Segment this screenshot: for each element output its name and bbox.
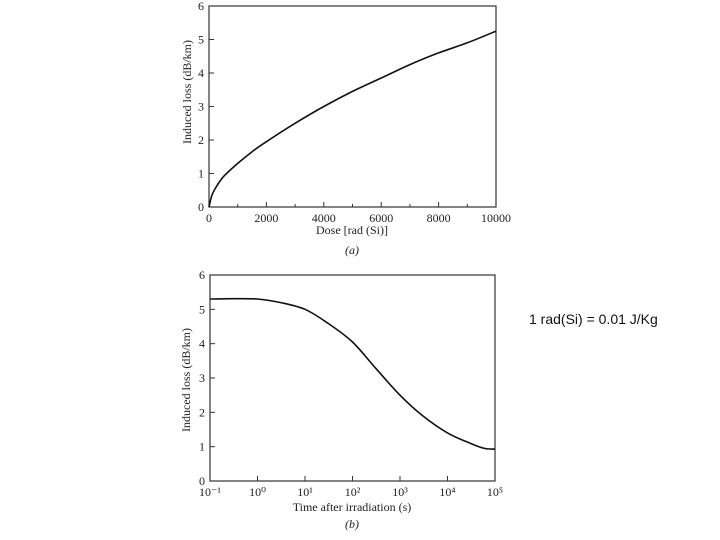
panel-a-x-tick-label: 10000 <box>481 211 511 225</box>
panel-b-frame <box>209 274 496 482</box>
panel-a-y-tick-label: 1 <box>198 167 204 181</box>
panel-b-x-axis-label: Time after irradiation (s) <box>293 500 412 514</box>
panel-b-x-tick-label: 10⁰ <box>249 485 266 499</box>
panel-a-x-tick-label: 4000 <box>312 211 336 225</box>
panel-b-y-tick-label: 0 <box>199 474 205 488</box>
panel-b-y-axis-label: Induced loss (dB/km) <box>179 328 193 432</box>
unit-conversion-note: 1 rad(Si) = 0.01 J/Kg <box>529 311 658 327</box>
panel-b-x-tick-label: 10⁴ <box>439 485 455 499</box>
panel-a-chart: 0 1 2 3 4 5 6 0 2000 4000 6000 8000 10000 Dose [rad… <box>180 0 511 257</box>
panel-a-y-tick-label: 5 <box>198 33 204 47</box>
panel-a-y-tick-label: 2 <box>198 133 204 147</box>
panel-b-x-tick-label: 10⁵ <box>487 485 503 499</box>
panel-a-y-tick-label: 0 <box>198 200 204 214</box>
panel-a-y-tick-label: 3 <box>198 100 204 114</box>
panel-a-x-tick-label: 2000 <box>254 211 278 225</box>
panel-b-y-tick-label: 3 <box>199 371 205 385</box>
panel-b-x-tick-label: 10² <box>345 485 361 499</box>
panel-a-x-tick-label: 6000 <box>369 211 393 225</box>
panel-b-x-tick-label: 10³ <box>392 485 408 499</box>
panel-b-chart: 0 1 2 3 4 5 6 10⁻¹ 10⁰ 10¹ 10² 10³ 10⁴ 10⁵ Time afte… <box>179 268 503 531</box>
panel-a-series-line <box>208 30 497 208</box>
panel-a-frame <box>208 5 497 208</box>
panel-b-y-tick-label: 4 <box>199 337 205 351</box>
panel-a-y-tick-label: 4 <box>198 66 204 80</box>
panel-a-y-tick-label: 6 <box>198 0 204 13</box>
panel-a-x-tick-label: 0 <box>206 211 212 225</box>
panel-a-x-axis-label: Dose [rad (Si)] <box>316 223 388 237</box>
panel-a-x-tick-label: 8000 <box>427 211 451 225</box>
panel-b-series-line <box>209 297 496 450</box>
panel-b-y-tick-label: 6 <box>199 268 205 282</box>
panel-b-y-tick-label: 2 <box>199 405 205 419</box>
panel-b-x-tick-label: 10¹ <box>297 485 313 499</box>
panel-b-y-tick-label: 1 <box>199 440 205 454</box>
panel-b-y-tick-label: 5 <box>199 302 205 316</box>
panel-a-label: (a) <box>345 243 359 257</box>
panel-b-label: (b) <box>345 517 359 531</box>
panel-b-x-tick-label: 10⁻¹ <box>199 485 221 499</box>
panel-a-y-axis-label: Induced loss (dB/km) <box>180 40 194 144</box>
